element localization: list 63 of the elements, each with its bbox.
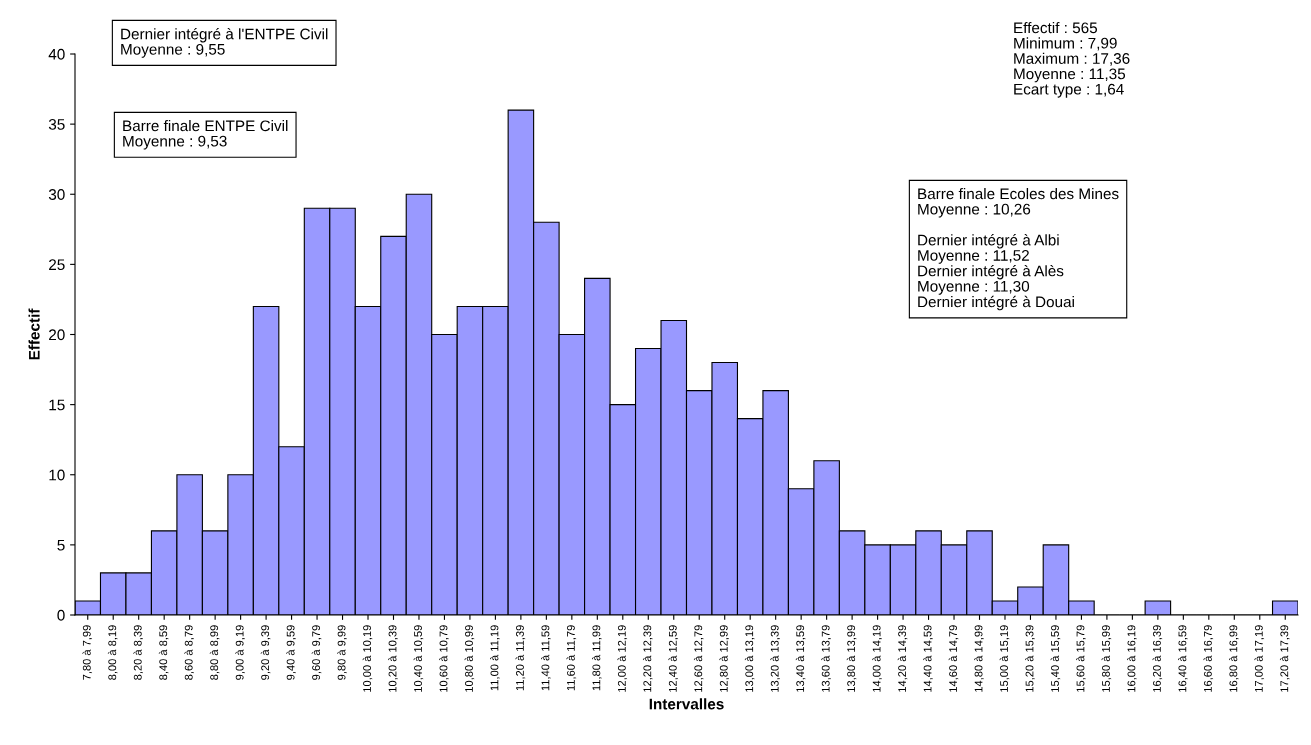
- x-tick-label: 12,20 à 12,39: [642, 625, 653, 692]
- x-tick-label: 10,60 à 10,79: [439, 625, 449, 692]
- x-tick-label: 15,80 à 15,99: [1101, 625, 1112, 692]
- x-tick-label: 11,80 à 11,99: [592, 625, 602, 691]
- x-tick-label: 13,40 à 13,59: [795, 625, 806, 692]
- x-tick-label: 15,40 à 15,59: [1050, 625, 1061, 692]
- x-tick-label: 15,00 à 15,19: [999, 625, 1010, 692]
- x-tick-label: 15,20 à 15,39: [1025, 625, 1035, 692]
- x-tick-label: 10,40 à 10,59: [413, 625, 424, 692]
- annotation: Barre finale ENTPE Civil Moyenne : 9,53: [123, 120, 288, 150]
- x-tick-label: 16,20 à 16,39: [1152, 625, 1163, 692]
- y-tick-label: 25: [49, 259, 65, 271]
- x-tick-label: 10,20 à 10,39: [388, 625, 398, 692]
- y-tick-label: 10: [49, 469, 65, 481]
- x-tick-label: 17,00 à 17,19: [1254, 625, 1265, 692]
- x-tick-label: 11,40 à 11,59: [541, 625, 551, 691]
- x-tick-label: 9,80 à 9,99: [337, 625, 347, 680]
- x-tick-label: 8,80 à 8,99: [209, 625, 220, 680]
- x-tick-label: 14,00 à 14,19: [872, 625, 882, 692]
- x-tick-label: 16,40 à 16,59: [1178, 625, 1188, 692]
- y-tick-label: 5: [57, 539, 65, 551]
- x-tick-label: 7,80 à 7,99: [82, 625, 93, 680]
- x-tick-label: 12,00 à 12,19: [617, 625, 628, 692]
- x-tick-label: 8,20 à 8,39: [133, 625, 143, 680]
- x-tick-label: 8,00 à 8,19: [107, 625, 118, 680]
- x-tick-label: 13,20 à 13,39: [770, 625, 780, 692]
- x-tick-label: 16,00 à 16,19: [1127, 625, 1137, 692]
- x-tick-label: 11,60 à 11,79: [566, 625, 577, 691]
- y-tick-label: 0: [57, 609, 65, 621]
- y-tick-label: 30: [48, 189, 65, 200]
- x-tick-label: 16,60 à 16,79: [1203, 625, 1214, 692]
- x-tick-label: 9,00 à 9,19: [235, 625, 245, 680]
- annotation: Barre finale Ecoles des Mines Moyenne : 10,26 Dernier intégré à Albi Moyenne : 11,52 Dernier intégré à Alès Moyenne : 11,30 Dernier intégré à Douai: [918, 188, 1119, 311]
- x-tick-label: 10,80 à 10,99: [464, 625, 475, 692]
- annotation: Effectif : 565 Minimum : 7,99 Maximum : 17,36 Moyenne : 11,35 Ecart type : 1,64: [1014, 22, 1130, 98]
- x-tick-label: 13,00 à 13,19: [744, 625, 755, 692]
- x-tick-label: 12,40 à 12,59: [668, 625, 679, 692]
- x-tick-label: 13,80 à 13,99: [846, 625, 857, 692]
- x-tick-label: 14,80 à 14,99: [974, 625, 984, 692]
- annotation: Dernier intégré à l'ENTPE Civil Moyenne : 9,55: [121, 28, 328, 58]
- x-tick-label: 10,00 à 10,19: [362, 625, 373, 692]
- x-tick-label: 12,80 à 12,99: [719, 625, 730, 692]
- y-tick-label: 35: [48, 118, 65, 130]
- x-tick-label: 14,60 à 14,79: [948, 625, 959, 692]
- x-axis-title: Intervalles: [649, 698, 724, 710]
- x-tick-label: 9,40 à 9,59: [286, 625, 296, 680]
- x-tick-label: 17,20 à 17,39: [1279, 625, 1290, 692]
- x-tick-label: 8,40 à 8,59: [158, 625, 169, 680]
- x-tick-label: 8,60 à 8,79: [184, 625, 194, 680]
- x-tick-label: 15,60 à 15,79: [1076, 625, 1086, 692]
- x-tick-label: 9,60 à 9,79: [311, 625, 322, 680]
- x-tick-label: 14,40 à 14,59: [923, 625, 933, 692]
- x-tick-label: 13,60 à 13,79: [821, 625, 831, 692]
- x-tick-label: 12,60 à 12,79: [693, 625, 704, 692]
- x-tick-label: 16,80 à 16,99: [1228, 625, 1239, 692]
- x-tick-label: 14,20 à 14,39: [897, 625, 908, 692]
- y-tick-label: 20: [49, 329, 65, 341]
- x-tick-label: 11,00 à 11,19: [490, 625, 500, 691]
- y-tick-label: 40: [48, 48, 65, 60]
- y-axis-title: Effectif: [28, 308, 40, 360]
- x-tick-label: 9,20 à 9,39: [260, 625, 271, 680]
- y-tick-label: 15: [49, 399, 65, 411]
- x-tick-label: 11,20 à 11,39: [515, 625, 526, 691]
